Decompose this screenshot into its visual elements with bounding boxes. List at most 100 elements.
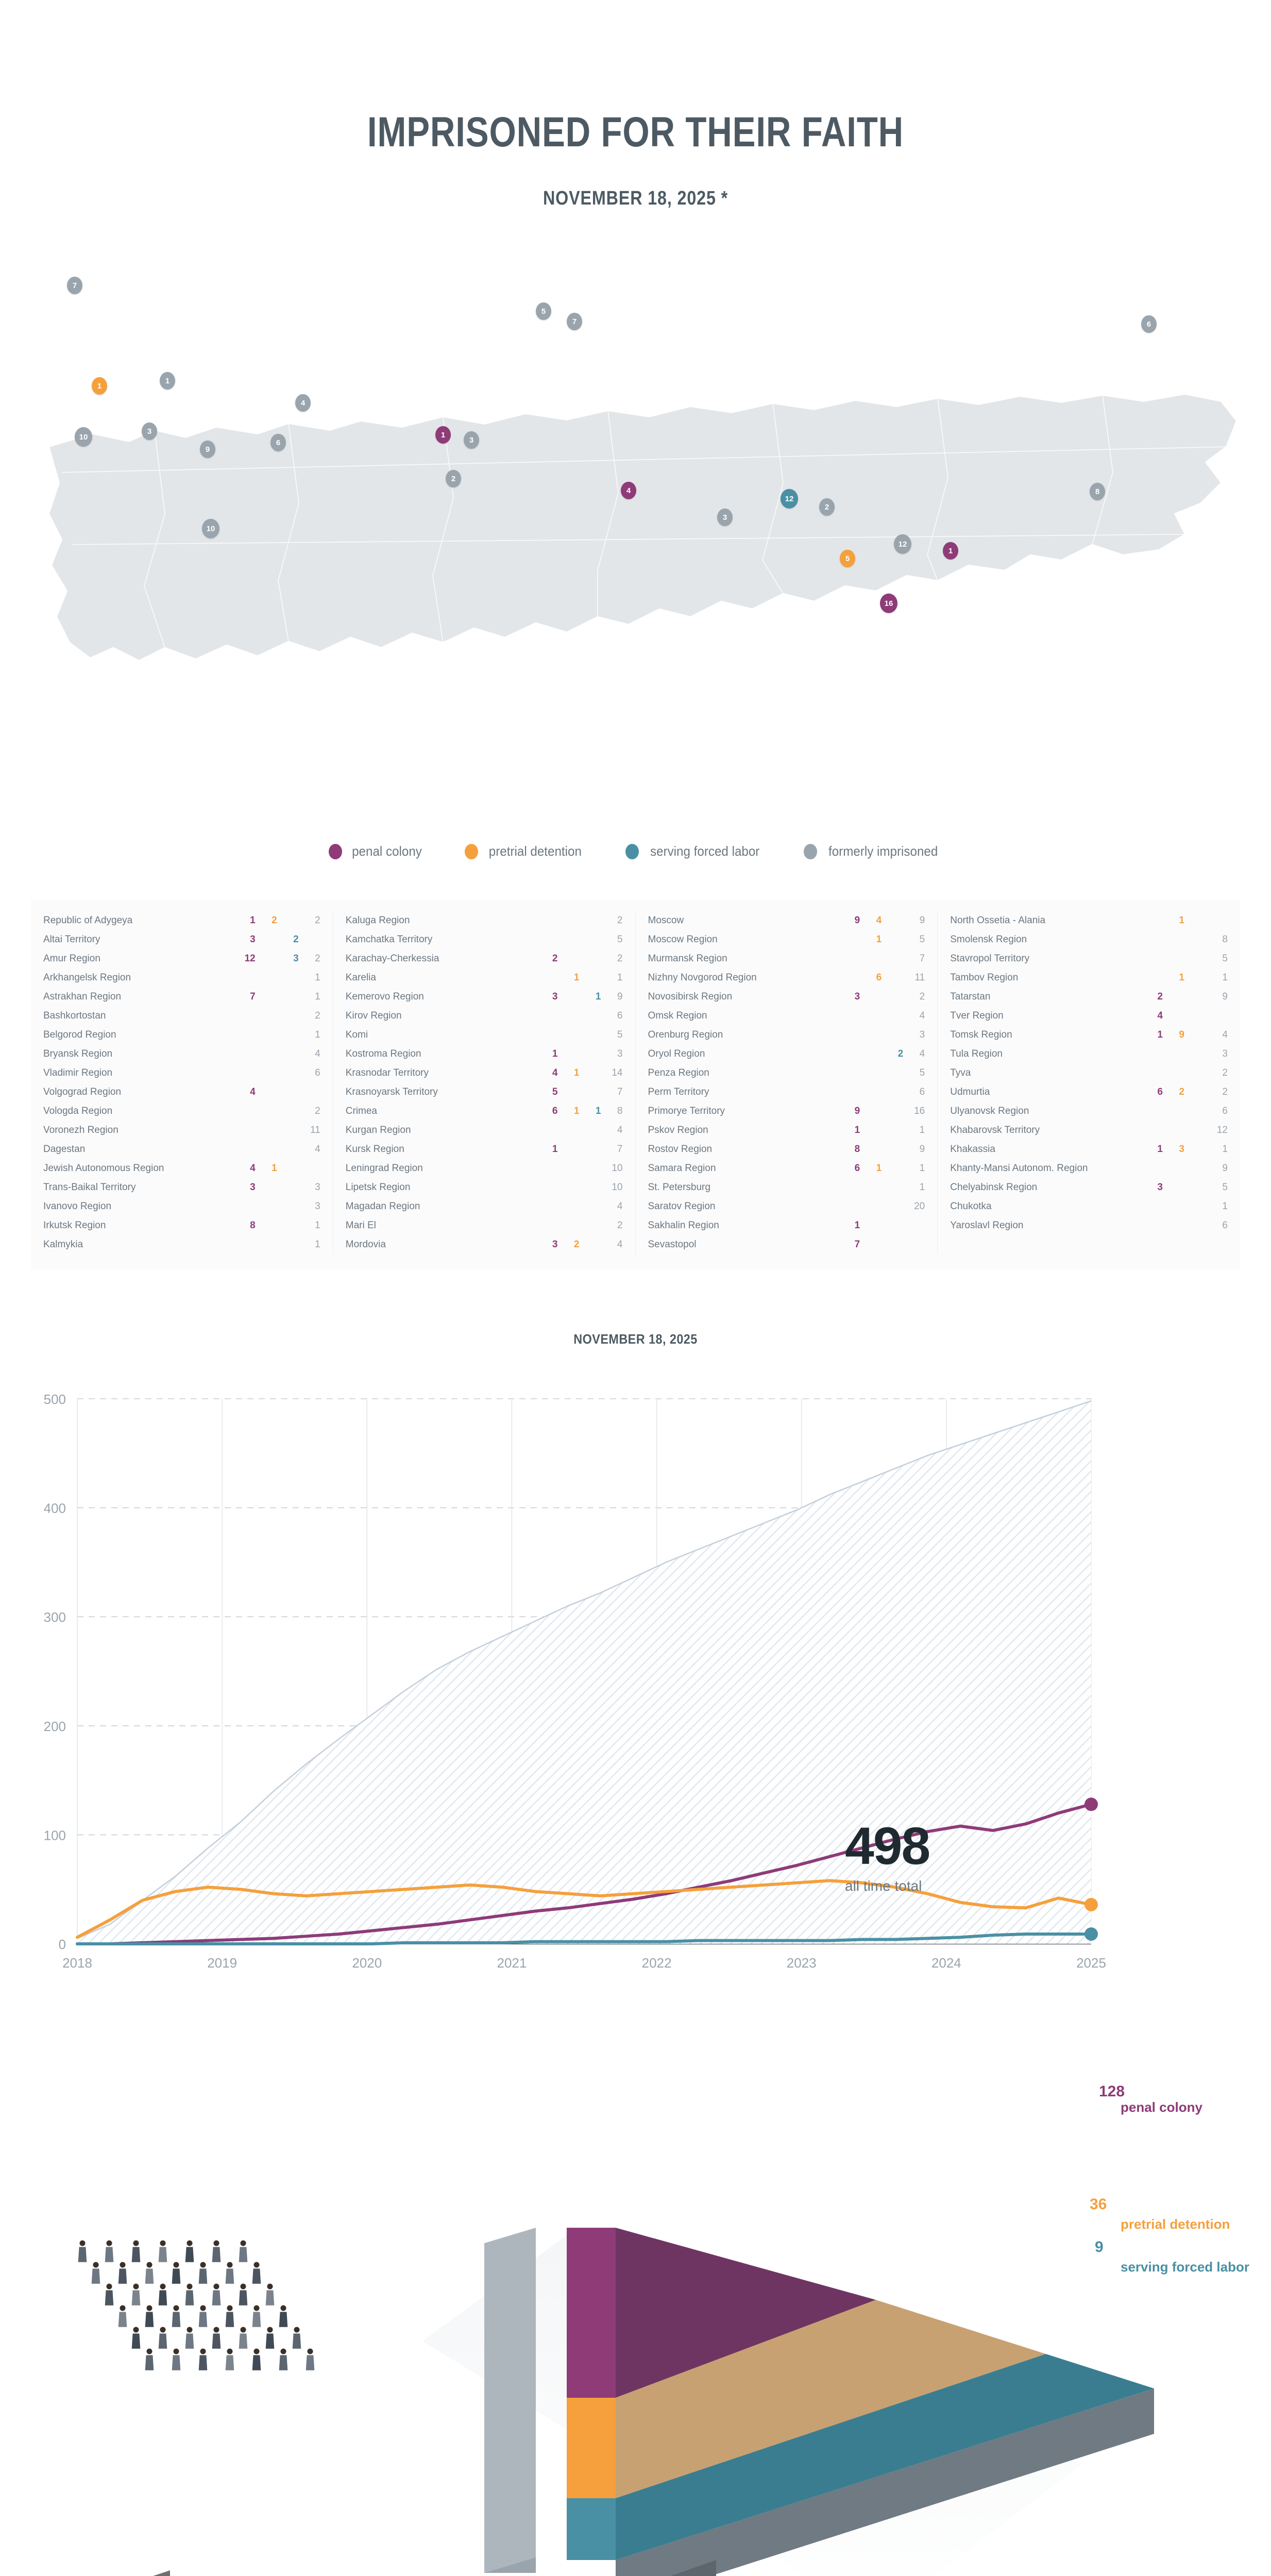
chart-y-tick: 400 <box>44 1501 66 1516</box>
cell-penal-colony: 3 <box>250 1181 256 1193</box>
region-name: St. Petersburg <box>648 1181 710 1193</box>
map-pin[interactable]: 3 <box>464 431 479 449</box>
cell-formerly-imprisoned: 5 <box>617 1029 623 1040</box>
region-name: Bashkortostan <box>43 1010 106 1021</box>
table-row: Chukotka 1 <box>950 1197 1228 1216</box>
map-pin[interactable]: 7 <box>567 313 582 330</box>
legend-dot-pretrial-detention-icon <box>465 843 479 859</box>
cell-penal-colony: 7 <box>250 991 256 1002</box>
region-name: Tomsk Region <box>950 1029 1012 1040</box>
table-row: Irkutsk Region 8 1 <box>43 1216 320 1235</box>
cell-formerly-imprisoned: 1 <box>1222 972 1228 983</box>
region-name: Sakhalin Region <box>648 1219 719 1231</box>
region-name: Astrakhan Region <box>43 991 122 1002</box>
cell-formerly-imprisoned: 2 <box>919 991 925 1002</box>
region-name: Novosibirsk Region <box>648 991 733 1002</box>
cell-formerly-imprisoned: 1 <box>315 1239 320 1250</box>
map-pin[interactable]: 12 <box>781 489 798 509</box>
map-pin[interactable]: 2 <box>446 470 461 487</box>
map-pin[interactable]: 9 <box>200 440 215 458</box>
cell-formerly-imprisoned: 5 <box>1222 953 1228 964</box>
region-name: Komi <box>345 1029 368 1040</box>
region-name: Pskov Region <box>648 1124 708 1136</box>
map-pin[interactable]: 12 <box>894 534 911 554</box>
chart-x-tick: 2022 <box>642 1955 672 1971</box>
legend-dot-formerly-imprisoned-icon <box>804 843 818 859</box>
table-row: Samara Region 6 1 1 <box>648 1159 925 1178</box>
chart-line-pretrial-detention <box>76 1879 1093 1939</box>
table-row: Yaroslavl Region 6 <box>950 1216 1228 1235</box>
cell-pretrial-detention: 6 <box>876 972 882 983</box>
table-row: Komi 5 <box>346 1025 623 1044</box>
map-pin[interactable]: 4 <box>295 394 311 412</box>
map-pin[interactable]: 8 <box>1090 483 1105 500</box>
series-value-forced-labor: 9 <box>1095 2239 1104 2256</box>
table-row: Arkhangelsk Region 1 <box>43 968 320 987</box>
region-name: Irkutsk Region <box>43 1219 106 1231</box>
cell-penal-colony: 1 <box>552 1143 558 1155</box>
legend-item-formerly-imprisoned: formerly imprisoned <box>804 843 942 859</box>
legend-label-pretrial-detention: pretrial detention <box>489 843 582 859</box>
table-row: Krasnodar Territory 4 1 14 <box>346 1063 623 1082</box>
region-name: Moscow <box>648 914 684 926</box>
region-name: Dagestan <box>43 1143 86 1155</box>
cell-formerly-imprisoned: 3 <box>315 1181 320 1193</box>
map-pin[interactable]: 16 <box>880 594 897 613</box>
map-pin[interactable]: 5 <box>536 302 551 320</box>
table-row: Novosibirsk Region 3 2 <box>648 987 925 1006</box>
cell-formerly-imprisoned: 1 <box>617 972 623 983</box>
map-pin[interactable]: 6 <box>1141 315 1157 333</box>
map-pin[interactable]: 1 <box>943 542 958 560</box>
chart-x-tick: 2020 <box>352 1955 382 1971</box>
region-name: Ulyanovsk Region <box>950 1105 1029 1116</box>
cell-pretrial-detention: 1 <box>876 1162 882 1174</box>
table-row: Mordovia 3 2 4 <box>346 1235 623 1254</box>
table-row: Vladimir Region 6 <box>43 1063 320 1082</box>
cell-penal-colony: 1 <box>552 1048 558 1059</box>
map-pin[interactable]: 3 <box>142 422 157 440</box>
cell-formerly-imprisoned: 20 <box>914 1200 925 1212</box>
region-name: Amur Region <box>43 953 100 964</box>
map-pin[interactable]: 10 <box>75 427 92 447</box>
map-pin[interactable]: 5 <box>840 550 855 567</box>
page-title: IMPRISONED FOR THEIR FAITH <box>367 109 904 156</box>
cell-formerly-imprisoned: 6 <box>1222 1105 1228 1116</box>
table-row: Khabarovsk Territory 12 <box>950 1121 1228 1140</box>
cell-forced-labor: 2 <box>293 934 299 945</box>
cell-pretrial-detention: 1 <box>573 1067 580 1078</box>
cell-formerly-imprisoned: 4 <box>1222 1029 1228 1040</box>
table-row: Tyva 2 <box>950 1063 1228 1082</box>
cell-penal-colony: 12 <box>244 953 256 964</box>
cell-penal-colony: 1 <box>854 1219 860 1231</box>
table-row: Chelyabinsk Region 3 5 <box>950 1178 1228 1197</box>
table-row: Saratov Region 20 <box>648 1197 925 1216</box>
map-pin[interactable]: 3 <box>717 509 733 526</box>
map-pin[interactable]: 10 <box>202 519 219 538</box>
table-row: Astrakhan Region 7 1 <box>43 987 320 1006</box>
chart-y-tick: 200 <box>44 1719 66 1734</box>
map-pin[interactable]: 4 <box>621 482 636 499</box>
cell-pretrial-detention: 1 <box>876 934 882 945</box>
cell-pretrial-detention: 2 <box>573 1239 580 1250</box>
cell-forced-labor: 1 <box>595 1105 601 1116</box>
map-pin[interactable]: 2 <box>819 498 835 516</box>
legend-label-forced-labor: serving forced labor <box>650 843 760 859</box>
region-name: Orenburg Region <box>648 1029 723 1040</box>
map-pin[interactable]: 6 <box>270 434 286 451</box>
map-pin[interactable]: 7 <box>67 277 82 294</box>
table-row: Khakassia 1 3 1 <box>950 1140 1228 1159</box>
cell-penal-colony: 2 <box>1157 991 1163 1002</box>
region-name: Rostov Region <box>648 1143 713 1155</box>
region-name: Volgograd Region <box>43 1086 122 1097</box>
map-pin[interactable]: 1 <box>160 372 175 389</box>
cell-formerly-imprisoned: 6 <box>315 1067 320 1078</box>
chart-x-tick: 2018 <box>62 1955 92 1971</box>
cell-formerly-imprisoned: 7 <box>919 953 925 964</box>
table-row: Rostov Region 8 9 <box>648 1140 925 1159</box>
map-pin[interactable]: 1 <box>435 426 451 444</box>
map-pin[interactable]: 1 <box>92 377 107 395</box>
region-name: Mordovia <box>345 1239 386 1250</box>
page-header: IMPRISONED FOR THEIR FAITH NOVEMBER 18, … <box>0 0 1271 210</box>
region-name: Karachay-Cherkessia <box>345 953 439 964</box>
table-row: Crimea 6 1 1 8 <box>346 1101 623 1121</box>
